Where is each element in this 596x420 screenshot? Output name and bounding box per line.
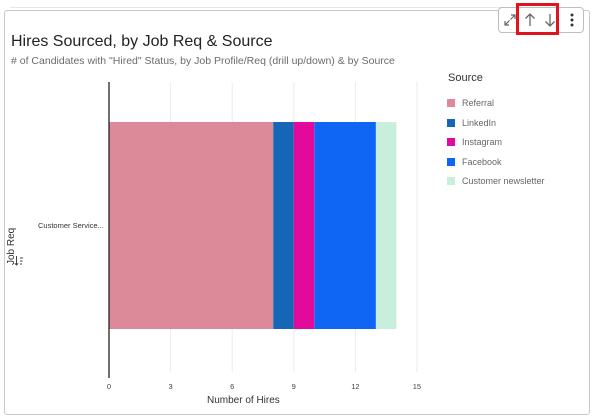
legend-item[interactable]: Facebook [447, 157, 502, 167]
arrow-down-glyph [545, 14, 555, 27]
legend-label: Customer newsletter [462, 176, 545, 186]
legend-swatch [447, 138, 455, 146]
bar-segment-facebook[interactable] [314, 122, 376, 329]
legend-swatch [447, 157, 455, 166]
sort-glyph [14, 256, 23, 266]
more-vertical-glyph [570, 13, 574, 27]
more-vertical-icon[interactable] [563, 11, 581, 29]
x-tick-label: 6 [230, 382, 234, 391]
x-tick-label: 3 [169, 382, 173, 391]
chart-toolbar [498, 7, 584, 33]
legend-swatch [447, 177, 455, 185]
legend-title: Source [448, 72, 483, 84]
category-label: Customer Service... [38, 221, 104, 230]
top-divider [10, 7, 510, 8]
x-axis-label: Number of Hires [207, 395, 280, 406]
legend-item[interactable]: Customer newsletter [447, 176, 545, 186]
bar-segment-linkedin[interactable] [273, 122, 294, 329]
legend-item[interactable]: LinkedIn [447, 118, 496, 128]
legend-label: Instagram [462, 137, 503, 147]
bar-segment-instagram[interactable] [293, 122, 315, 329]
x-tick-label: 15 [413, 382, 421, 391]
arrow-up-icon[interactable] [521, 11, 539, 29]
sort-icon[interactable] [14, 255, 24, 270]
chart-title: Hires Sourced, by Job Req & Source [11, 33, 273, 50]
legend-swatch [447, 118, 455, 127]
x-tick-label: 0 [107, 382, 111, 391]
arrow-up-glyph [525, 13, 535, 26]
arrow-down-icon[interactable] [541, 11, 559, 29]
expand-icon-glyph [504, 14, 516, 26]
bar-segment-customer-newsletter[interactable] [375, 122, 397, 329]
legend-label: Facebook [462, 156, 502, 167]
bar-segment-referral[interactable] [109, 122, 274, 329]
legend-label: LinkedIn [462, 117, 497, 128]
expand-icon[interactable] [501, 11, 519, 29]
x-tick-label: 12 [351, 382, 359, 391]
legend-swatch [447, 99, 455, 107]
highlight-box [516, 3, 559, 35]
legend-label: Referral [462, 98, 495, 108]
chart-subtitle: # of Candidates with "Hired" Status, by … [11, 55, 395, 67]
legend-item[interactable]: Instagram [447, 137, 502, 147]
x-tick-label: 9 [292, 382, 296, 391]
legend-item[interactable]: Referral [447, 98, 494, 108]
